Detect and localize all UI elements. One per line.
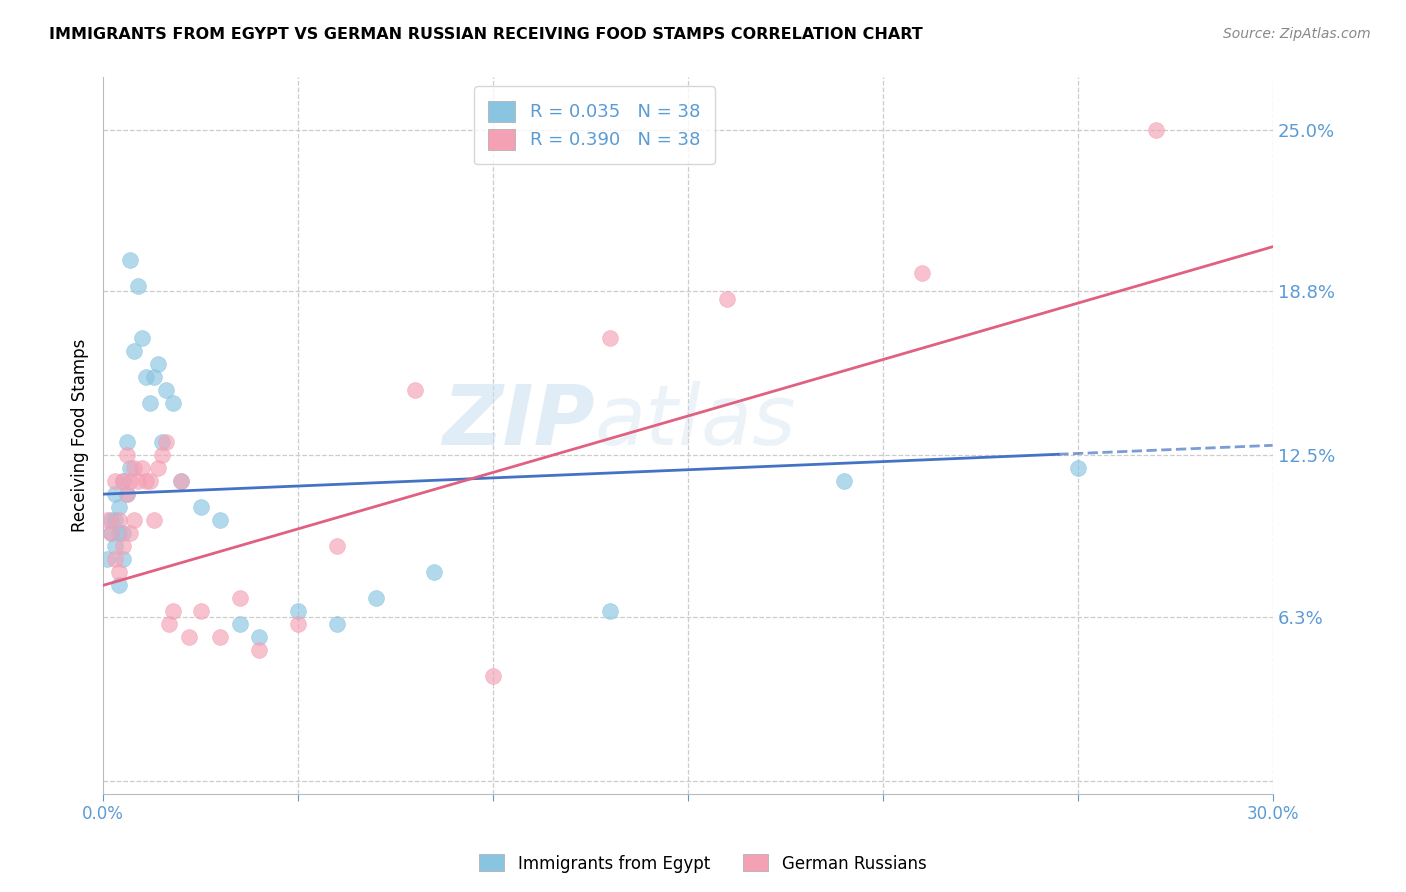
Point xyxy=(124,461,146,475)
Point xyxy=(131,331,153,345)
Point xyxy=(104,539,127,553)
Point xyxy=(131,461,153,475)
Point xyxy=(326,539,349,553)
Point xyxy=(832,474,855,488)
Point xyxy=(107,566,129,580)
Point xyxy=(111,526,134,541)
Text: Source: ZipAtlas.com: Source: ZipAtlas.com xyxy=(1223,27,1371,41)
Point xyxy=(127,278,149,293)
Point xyxy=(142,513,165,527)
Point xyxy=(482,669,505,683)
Text: IMMIGRANTS FROM EGYPT VS GERMAN RUSSIAN RECEIVING FOOD STAMPS CORRELATION CHART: IMMIGRANTS FROM EGYPT VS GERMAN RUSSIAN … xyxy=(49,27,922,42)
Point xyxy=(120,526,142,541)
Point xyxy=(120,461,142,475)
Point xyxy=(139,396,162,410)
Point xyxy=(1067,461,1090,475)
Point xyxy=(96,552,118,566)
Point xyxy=(96,513,118,527)
Point xyxy=(111,474,134,488)
Legend: Immigrants from Egypt, German Russians: Immigrants from Egypt, German Russians xyxy=(472,847,934,880)
Point xyxy=(100,513,122,527)
Point xyxy=(135,474,157,488)
Point xyxy=(104,552,127,566)
Text: atlas: atlas xyxy=(595,381,796,462)
Point xyxy=(111,474,134,488)
Point xyxy=(1144,122,1167,136)
Point xyxy=(162,396,184,410)
Point xyxy=(124,513,146,527)
Point xyxy=(157,617,180,632)
Point xyxy=(111,539,134,553)
Point xyxy=(404,383,426,397)
Point xyxy=(287,617,309,632)
Point xyxy=(120,474,142,488)
Point xyxy=(423,566,446,580)
Point xyxy=(150,435,173,450)
Point xyxy=(115,487,138,501)
Point xyxy=(247,631,270,645)
Point xyxy=(107,500,129,515)
Point xyxy=(107,578,129,592)
Point xyxy=(139,474,162,488)
Point xyxy=(115,448,138,462)
Point xyxy=(104,487,127,501)
Point xyxy=(599,604,621,618)
Point xyxy=(326,617,349,632)
Point xyxy=(146,357,169,371)
Point xyxy=(599,331,621,345)
Text: ZIP: ZIP xyxy=(441,381,595,462)
Point xyxy=(247,643,270,657)
Point xyxy=(100,526,122,541)
Point xyxy=(146,461,169,475)
Point xyxy=(104,474,127,488)
Point xyxy=(150,448,173,462)
Point xyxy=(124,343,146,358)
Point xyxy=(111,552,134,566)
Point xyxy=(716,292,738,306)
Point xyxy=(209,513,232,527)
Point xyxy=(135,370,157,384)
Point xyxy=(209,631,232,645)
Point xyxy=(127,474,149,488)
Point xyxy=(287,604,309,618)
Point xyxy=(155,435,177,450)
Point xyxy=(228,617,250,632)
Point xyxy=(170,474,193,488)
Point xyxy=(911,266,934,280)
Point xyxy=(177,631,200,645)
Point xyxy=(115,487,138,501)
Point xyxy=(155,383,177,397)
Point xyxy=(104,513,127,527)
Point xyxy=(142,370,165,384)
Y-axis label: Receiving Food Stamps: Receiving Food Stamps xyxy=(72,339,89,533)
Point xyxy=(115,435,138,450)
Point xyxy=(107,513,129,527)
Point xyxy=(228,591,250,606)
Point xyxy=(364,591,387,606)
Legend: R = 0.035   N = 38, R = 0.390   N = 38: R = 0.035 N = 38, R = 0.390 N = 38 xyxy=(474,87,714,164)
Point xyxy=(107,526,129,541)
Point xyxy=(190,500,212,515)
Point xyxy=(100,526,122,541)
Point xyxy=(190,604,212,618)
Point xyxy=(162,604,184,618)
Point xyxy=(170,474,193,488)
Point xyxy=(120,252,142,267)
